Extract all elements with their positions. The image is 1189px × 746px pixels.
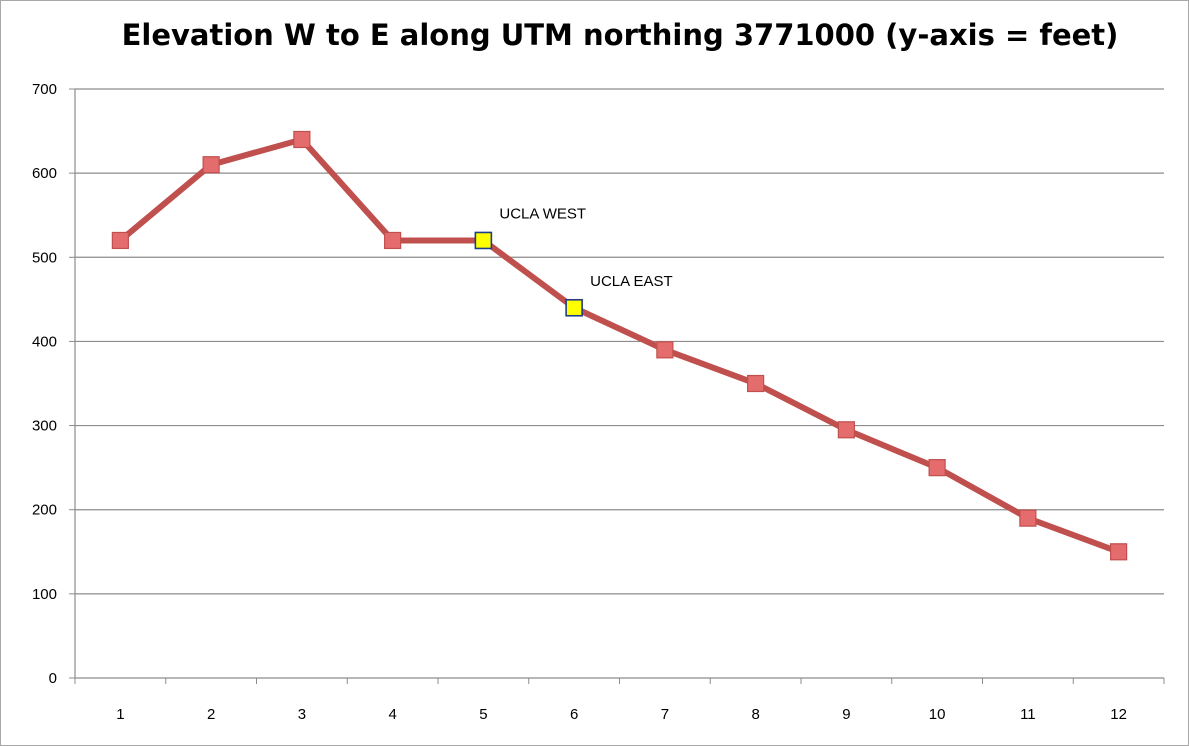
y-tick-label: 700 bbox=[32, 81, 57, 98]
x-tick-label: 3 bbox=[298, 706, 306, 723]
x-tick-label: 12 bbox=[1110, 706, 1127, 723]
data-point bbox=[1110, 543, 1128, 561]
data-markers bbox=[111, 130, 1128, 561]
x-tick-label: 7 bbox=[661, 706, 669, 723]
x-tick-label: 9 bbox=[842, 706, 850, 723]
y-tick-label: 500 bbox=[32, 249, 57, 266]
y-tick-label: 0 bbox=[49, 670, 57, 687]
data-point bbox=[1019, 509, 1037, 527]
chart-title: Elevation W to E along UTM northing 3771… bbox=[121, 18, 1119, 52]
y-tick-label: 100 bbox=[32, 586, 57, 603]
x-tick-labels: 1 2 3 4 5 6 7 8 9 10 11 12 bbox=[116, 706, 1127, 723]
data-point bbox=[928, 459, 946, 477]
x-tick-label: 1 bbox=[116, 706, 124, 723]
x-tick-label: 5 bbox=[479, 706, 487, 723]
data-point bbox=[293, 130, 311, 149]
x-tick-label: 11 bbox=[1020, 706, 1036, 723]
data-point bbox=[837, 421, 855, 439]
x-tick-label: 10 bbox=[929, 706, 946, 723]
annotation-label: UCLA WEST bbox=[499, 205, 586, 222]
x-tick-label: 4 bbox=[388, 706, 396, 723]
y-tick-label: 600 bbox=[32, 165, 57, 182]
y-tick-label: 200 bbox=[32, 502, 57, 519]
y-tick-label: 300 bbox=[32, 418, 57, 435]
series-elevation bbox=[118, 136, 1120, 555]
x-tick-label: 8 bbox=[751, 706, 759, 723]
gridlines bbox=[75, 88, 1164, 595]
y-tick-labels: 0 100 200 300 400 500 600 700 bbox=[32, 81, 57, 687]
x-tick-label: 2 bbox=[207, 706, 215, 723]
highlighted-data-point bbox=[565, 298, 583, 317]
x-tick-label: 6 bbox=[570, 706, 578, 723]
y-tick-label: 400 bbox=[32, 333, 57, 350]
annotation-label: UCLA EAST bbox=[590, 273, 673, 290]
data-point bbox=[384, 231, 402, 250]
data-point bbox=[202, 156, 220, 174]
series-line bbox=[118, 136, 1120, 555]
data-point bbox=[111, 231, 129, 250]
highlighted-data-point bbox=[474, 231, 493, 250]
data-point bbox=[747, 374, 765, 393]
data-point bbox=[656, 341, 674, 359]
axes bbox=[69, 88, 1165, 684]
annotations: UCLA WEST UCLA EAST bbox=[499, 205, 672, 289]
